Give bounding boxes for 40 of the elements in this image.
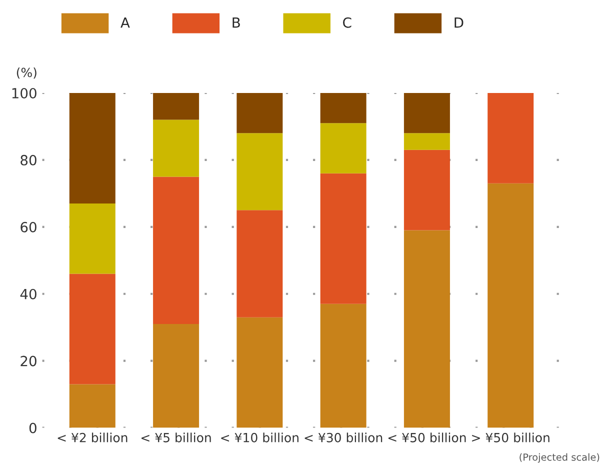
x-tick-label: < ¥30 billion [304, 432, 382, 442]
bar [320, 173, 366, 304]
y-axis-title: (%) [16, 68, 36, 79]
x-tick-label: > ¥50 billion [472, 432, 550, 442]
text: (Projected scale) [520, 453, 600, 463]
bar [153, 120, 200, 177]
bar [488, 93, 534, 184]
bar [153, 176, 200, 324]
legend-label: B [232, 18, 240, 28]
y-tick-label: 80 [20, 154, 36, 166]
bar [153, 93, 200, 120]
legend-label: C [343, 17, 352, 28]
bar [69, 93, 116, 204]
x-tick-label: < ¥5 billion [142, 432, 211, 442]
legend-label: A [120, 18, 130, 28]
bar [404, 133, 450, 150]
bar [236, 133, 283, 210]
bar [320, 123, 366, 174]
bar [236, 210, 283, 318]
bar [69, 274, 116, 384]
y-tick-label: 40 [20, 288, 36, 300]
bar [320, 304, 366, 428]
bar [404, 230, 450, 428]
x-tick-label: < ¥2 billion [58, 432, 128, 442]
bar [404, 93, 450, 134]
y-tick-label: 60 [20, 222, 36, 232]
bar [69, 203, 116, 274]
y-tick-label: 100 [12, 88, 36, 98]
x-tick-label: < ¥10 billion [221, 432, 298, 442]
y-tick-label: 20 [20, 356, 36, 366]
bar [404, 150, 450, 230]
bar [488, 183, 534, 428]
x-tick-label: < ¥50 billion [388, 432, 466, 442]
y-tick-label: 0 [29, 422, 36, 434]
bar [320, 93, 366, 124]
bar [153, 324, 200, 428]
bar [236, 317, 283, 428]
bar [69, 384, 116, 428]
legend-label: D [454, 18, 464, 28]
bar [236, 93, 283, 134]
